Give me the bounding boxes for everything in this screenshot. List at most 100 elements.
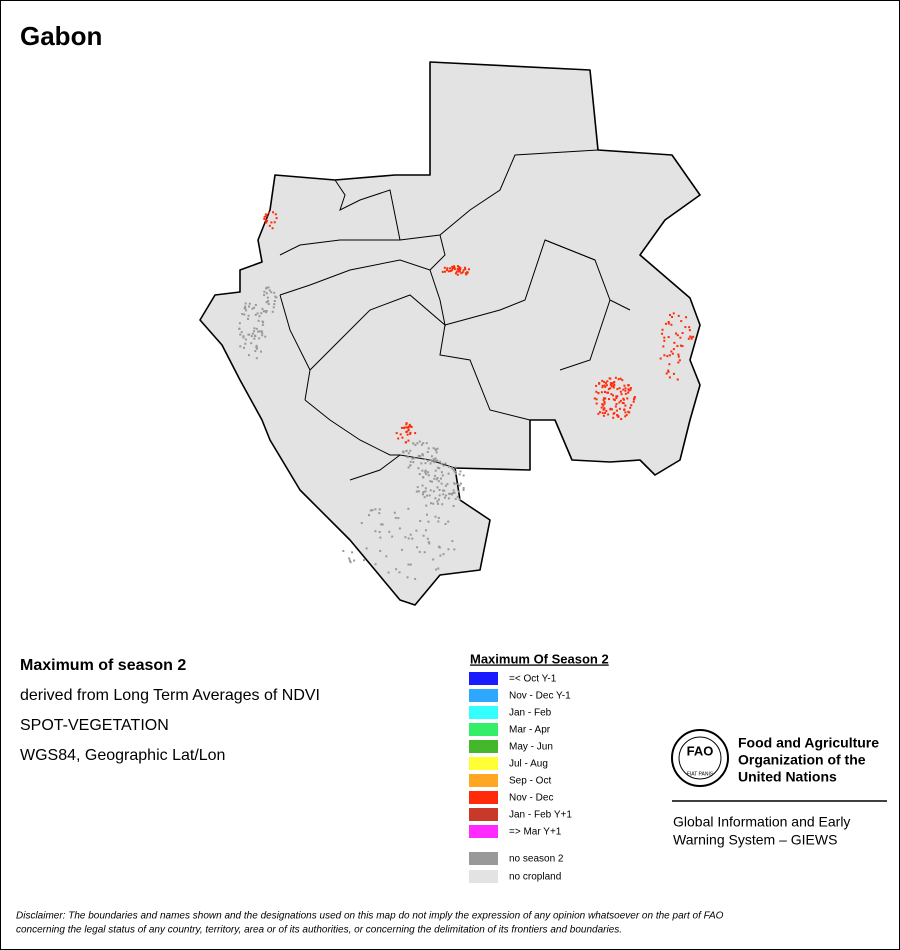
speck [618,387,621,390]
speck [610,408,613,411]
speck [603,400,606,403]
speck [675,332,678,335]
speck [447,548,450,551]
legend-label: Jan - Feb [509,708,552,719]
speck [419,519,422,522]
speck [414,444,417,447]
speck [459,482,462,485]
speck [349,561,352,564]
speck [263,217,266,220]
disclaimer-line: concerning the legal status of any count… [16,925,622,936]
speck [265,301,268,304]
speck [443,270,446,273]
speck [624,411,627,414]
speck [437,502,440,505]
speck [270,221,273,224]
speck [418,456,421,459]
speck [672,348,675,351]
speck [455,270,458,273]
speck [409,464,412,467]
speck [612,386,615,389]
speck [266,220,269,223]
speck [458,266,461,269]
speck [456,265,459,268]
speck [436,477,439,480]
speck [623,384,626,387]
speck [633,395,636,398]
speck [348,557,351,560]
cropland-specks [238,211,695,580]
map [199,61,701,606]
speck [360,522,363,525]
speck [257,319,260,322]
speck [374,563,377,566]
speck [453,491,456,494]
speck [412,461,415,464]
speck [609,382,612,385]
speck [464,268,467,271]
speck [601,386,604,389]
speck [668,376,671,379]
speck [447,270,450,273]
speck [619,390,622,393]
speck [415,490,418,493]
speck [684,326,687,329]
speck [462,489,465,492]
speck [676,345,679,348]
system-name: Global Information and Early Warning Syst… [673,814,850,848]
speck [430,460,433,463]
speck [451,269,454,272]
speck [429,489,432,492]
speck [273,291,276,294]
speck [425,442,428,445]
speck [405,422,408,425]
speck [677,314,680,317]
speck [267,286,270,289]
speck [605,410,608,413]
speck [422,493,425,496]
speck [271,310,274,313]
speck [449,270,452,273]
speck [621,401,624,404]
speck [612,384,615,387]
speck [267,303,270,306]
speck [381,523,384,526]
speck [672,372,675,375]
speck [627,391,630,394]
speck [254,334,257,337]
speck [624,392,627,395]
speck [604,381,607,384]
speck [261,307,264,310]
speck [436,500,439,503]
speck [444,522,447,525]
speck [601,384,604,387]
disclaimer-line: Disclaimer: The boundaries and names sho… [16,911,724,922]
speck [613,399,616,402]
speck [618,407,621,410]
speck [687,337,690,340]
speck [400,426,403,429]
speck [462,487,465,490]
speck [379,536,382,539]
speck [454,472,457,475]
speck [430,502,433,505]
speck [597,412,600,415]
speck [609,387,612,390]
legend-label: =< Oct Y-1 [509,674,557,685]
speck [417,490,420,493]
speck [272,306,275,309]
speck [447,465,450,468]
speck [417,467,420,470]
speck [398,527,401,530]
speck [595,384,598,387]
speck [688,326,691,329]
speck [451,492,454,495]
speck [437,520,440,523]
speck [434,469,437,472]
speck [678,359,681,362]
speck [593,397,596,400]
speck [459,268,462,271]
speck [424,529,427,532]
speck [443,266,446,269]
